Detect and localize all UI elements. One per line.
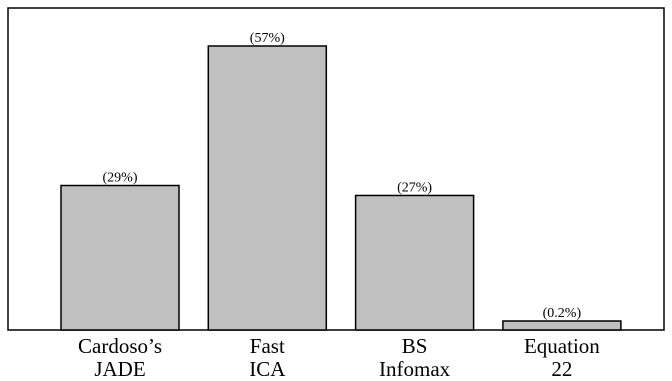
category-label: Equation <box>524 334 600 358</box>
bar <box>207 45 328 331</box>
data-label: (0.2%) <box>543 306 582 321</box>
bars-layer <box>60 45 622 331</box>
category-label: 22 <box>551 357 572 381</box>
category-label: ICA <box>249 357 286 381</box>
data-label: (27%) <box>397 180 432 195</box>
bar <box>60 184 180 331</box>
bar <box>354 194 475 331</box>
category-label: Fast <box>250 334 285 358</box>
category-label: BS <box>402 334 428 358</box>
data-labels-layer: (29%) (57%) (27%) (0.2%) <box>103 31 582 321</box>
data-label: (29%) <box>103 171 138 186</box>
data-label: (57%) <box>250 31 285 46</box>
bar <box>502 320 622 331</box>
category-label: Cardoso’s <box>78 334 162 358</box>
category-label: JADE <box>94 357 145 381</box>
category-label: Infomax <box>379 357 451 381</box>
